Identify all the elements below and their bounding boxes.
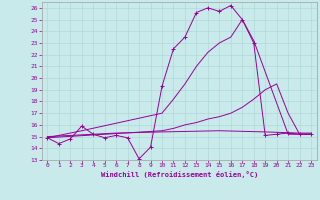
X-axis label: Windchill (Refroidissement éolien,°C): Windchill (Refroidissement éolien,°C) <box>100 171 258 178</box>
